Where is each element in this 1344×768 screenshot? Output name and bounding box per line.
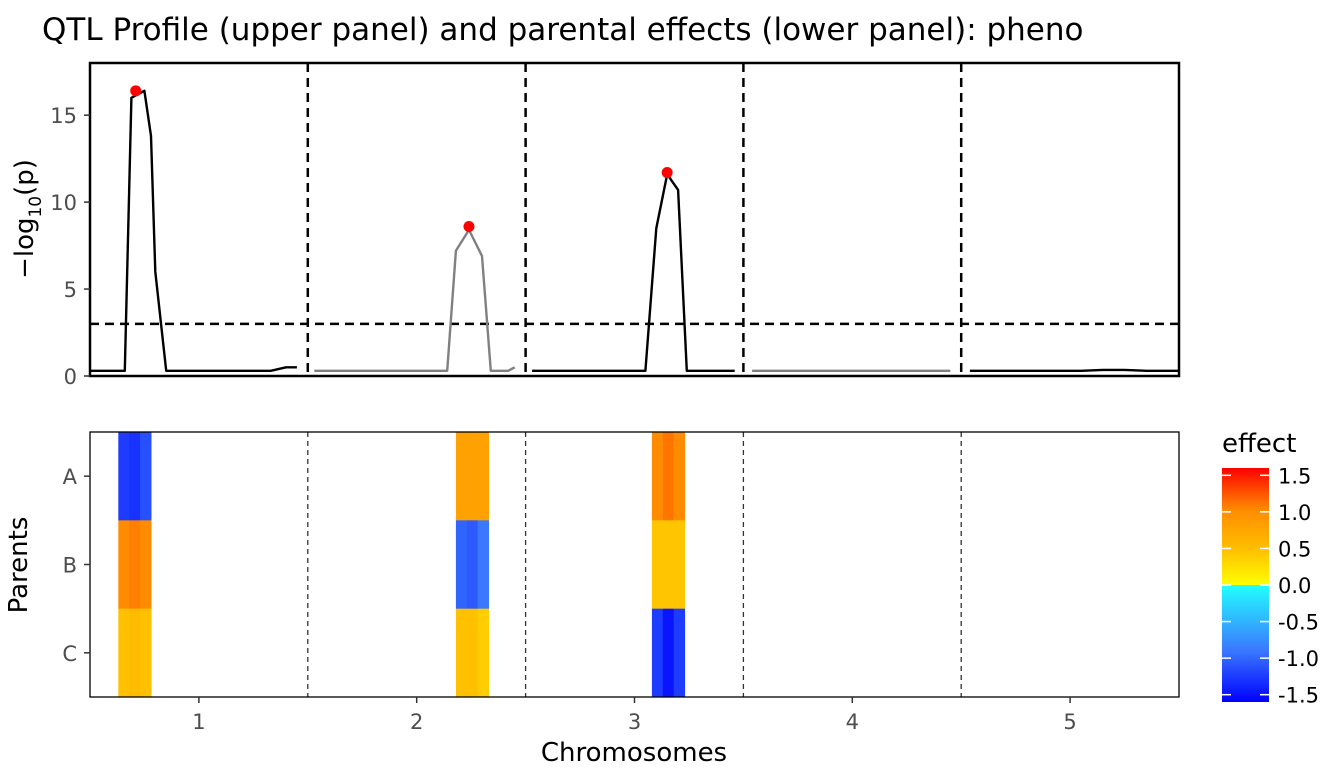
profile-line-chr1	[90, 89, 297, 372]
effect-tile-B-5	[466, 520, 479, 610]
legend-ticks: 1.5 1.0 0.5 0.0 -0.5 -1.0 -1.5	[1222, 464, 1319, 708]
legend-tick-label-2: 0.5	[1278, 537, 1311, 561]
effect-tile-A-9	[673, 432, 686, 521]
chromosome-tick-label-1: 1	[192, 710, 205, 734]
legend-tick-label-1: 1.0	[1278, 501, 1311, 525]
legend-tick-label-6: -1.5	[1278, 684, 1319, 708]
profile-lines	[90, 89, 1179, 372]
effect-tile-A-4	[455, 432, 468, 521]
lower-chromosome-boundaries	[307, 432, 962, 697]
effect-tile-B-1	[118, 520, 130, 610]
effect-tile-A-7	[651, 432, 664, 521]
chart-title: QTL Profile (upper panel) and parental e…	[42, 12, 1084, 48]
chromosomes-axis: 1 2 3 4 5	[192, 697, 1077, 734]
effect-tile-A-2	[129, 432, 141, 521]
chromosome-tick-label-4: 4	[846, 710, 859, 734]
effect-tile-A-3	[140, 432, 152, 521]
upper-y-tick-label-2: 10	[50, 191, 77, 215]
profile-line-chr3	[532, 173, 735, 372]
effect-tile-A-6	[477, 432, 490, 521]
effect-tile-B-6	[477, 520, 490, 610]
effect-tile-C-5	[466, 608, 479, 698]
effect-legend: effect 1.5 1.0 0.5 0.0 -0.5 -1.0 -1.5	[1222, 429, 1319, 708]
effect-tile-C-1	[118, 608, 130, 698]
lower-panel-border	[89, 431, 1180, 698]
lower-panel: A B C 1 2 3 4 5 Chromosomes Parents	[4, 431, 1180, 768]
parent-label-A: A	[63, 465, 78, 489]
effect-tile-C-4	[455, 608, 468, 698]
effect-tile-B-3	[140, 520, 152, 610]
peak-marker-2	[463, 220, 475, 232]
upper-y-axis: 0 5 10 15	[50, 104, 90, 389]
effect-tile-A-5	[466, 432, 479, 521]
effect-tile-B-8	[662, 520, 675, 610]
legend-tick-label-3: 0.0	[1278, 574, 1311, 598]
upper-chromosome-boundaries	[306, 63, 963, 376]
y-axis-title-parents: Parents	[4, 517, 34, 614]
effect-tile-B-2	[129, 520, 141, 610]
peak-marker-3	[661, 167, 673, 179]
effect-tile-A-8	[662, 432, 675, 521]
effect-tile-B-4	[455, 520, 468, 610]
chromosome-tick-label-3: 3	[628, 710, 641, 734]
parent-label-C: C	[62, 642, 77, 666]
effect-tile-B-9	[673, 520, 686, 610]
legend-title: effect	[1222, 429, 1296, 459]
effect-tile-C-8	[662, 608, 675, 698]
effect-tile-C-2	[129, 608, 141, 698]
legend-tick-label-0: 1.5	[1278, 464, 1311, 488]
effect-tile-C-3	[140, 608, 152, 698]
parent-label-B: B	[63, 554, 77, 578]
x-axis-title: Chromosomes	[541, 738, 727, 768]
legend-tick-label-5: -1.0	[1278, 647, 1319, 671]
chromosome-tick-label-2: 2	[410, 710, 423, 734]
ylabel-end: (p)	[10, 159, 40, 196]
profile-line-chr5	[969, 368, 1179, 372]
profile-line-chr2	[314, 228, 516, 372]
effect-tile-C-6	[477, 608, 490, 698]
peak-marker-1	[130, 85, 142, 97]
effect-tile-B-7	[651, 520, 664, 610]
upper-y-axis-title: −log10(p)	[10, 159, 46, 279]
upper-y-tick-label-0: 0	[64, 365, 77, 389]
ylabel-base: −log	[10, 218, 40, 279]
peak-markers	[130, 85, 673, 232]
effect-tile-C-9	[673, 608, 686, 698]
effect-tile-A-1	[118, 432, 130, 521]
parents-axis: A B C	[62, 465, 90, 666]
upper-panel-border	[88, 61, 1181, 378]
effect-tile-C-7	[651, 608, 664, 698]
legend-tick-label-4: -0.5	[1278, 611, 1319, 635]
upper-y-tick-label-1: 5	[64, 278, 77, 302]
ylabel-subscript: 10	[26, 196, 46, 218]
chromosome-tick-label-5: 5	[1063, 710, 1076, 734]
upper-y-tick-label-3: 15	[50, 104, 77, 128]
effect-tiles	[118, 432, 686, 698]
